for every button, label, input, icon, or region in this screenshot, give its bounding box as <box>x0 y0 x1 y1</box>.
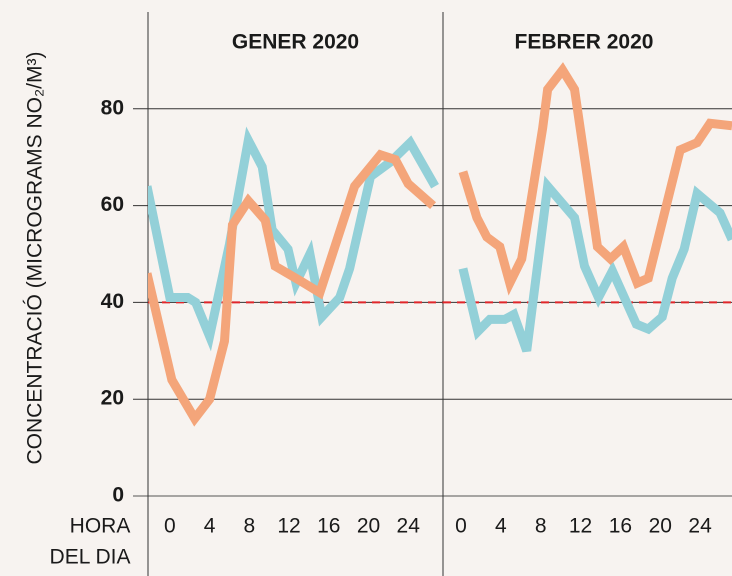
x-tick-label: 16 <box>317 515 340 538</box>
data-line <box>458 175 732 353</box>
x-tick-label: 12 <box>277 515 300 538</box>
y-tick-label: 40 <box>101 290 124 313</box>
x-tick-label: 8 <box>243 515 255 538</box>
x-tick-label: 8 <box>535 515 547 538</box>
x-tick-label: 0 <box>455 515 467 538</box>
y-tick-label: 80 <box>101 96 124 119</box>
x-tick-label: 12 <box>569 515 592 538</box>
x-tick-label: 24 <box>688 515 712 538</box>
y-axis-label: CONCENTRACIÓ (MICROGRAMS NO₂/M³) <box>24 52 47 465</box>
x-tick-label: 20 <box>649 515 672 538</box>
x-axis-label: HORA <box>70 515 131 538</box>
panel-title: FEBRER 2020 <box>515 31 654 54</box>
x-tick-label: 16 <box>609 515 632 538</box>
x-axis-label: DEL DIA <box>50 546 131 569</box>
data-line <box>458 62 732 296</box>
panel-title: GENER 2020 <box>232 31 359 54</box>
data-line <box>148 149 437 427</box>
x-tick-label: 4 <box>204 515 216 538</box>
y-tick-label: 0 <box>112 484 124 507</box>
x-tick-label: 24 <box>397 515 421 538</box>
y-tick-label: 20 <box>101 387 124 410</box>
x-tick-label: 0 <box>164 515 176 538</box>
y-tick-label: 60 <box>101 193 124 216</box>
x-tick-label: 20 <box>357 515 380 538</box>
data-line <box>148 126 439 352</box>
x-tick-label: 4 <box>495 515 507 538</box>
plot-area <box>443 62 732 353</box>
plot-area <box>148 126 443 427</box>
